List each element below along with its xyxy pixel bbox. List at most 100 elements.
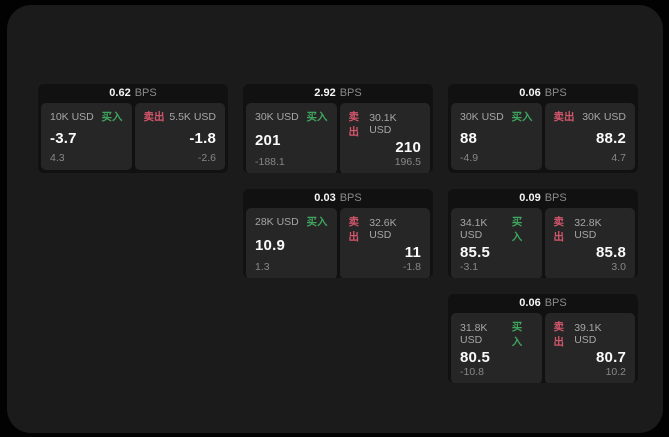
sell-amount: 30K USD [582, 110, 626, 123]
buy-label: 买入 [511, 216, 523, 243]
sell-sub-value: 10.2 [605, 366, 626, 378]
buy-panel-top: 34.1K USD 买入 [460, 214, 533, 244]
buy-sub-value: -4.9 [460, 152, 479, 164]
sell-label: 卖出 [143, 111, 165, 123]
buy-price: 201 [255, 131, 281, 149]
buy-amount: 30K USD [460, 110, 504, 123]
sell-panel-top: 卖出 32.6K USD [349, 214, 422, 244]
sell-panel-top: 卖出 5.5K USD [144, 109, 217, 124]
quote-card: 2.92 BPS 30K USD 买入 201 -188.1 卖出 30.1K … [243, 84, 433, 173]
buy-sub-value: -3.1 [460, 261, 479, 273]
sell-label: 卖出 [348, 111, 360, 138]
buy-price: 80.5 [460, 349, 490, 366]
quote-card: 0.62 BPS 10K USD 买入 -3.7 4.3 卖出 5.5K USD… [38, 84, 228, 173]
bps-value: 0.03 [314, 192, 336, 204]
sell-panel-top: 卖出 39.1K USD [554, 319, 627, 349]
buy-label: 买入 [101, 111, 123, 123]
sell-amount: 39.1K USD [574, 322, 602, 346]
sell-panel-top: 卖出 32.8K USD [554, 214, 627, 244]
card-header: 0.06 BPS [448, 84, 638, 103]
quote-card: 0.03 BPS 28K USD 买入 10.9 1.3 卖出 32.6K US… [243, 189, 433, 278]
bps-value: 0.09 [519, 192, 541, 204]
bps-value: 0.06 [519, 87, 541, 99]
buy-panel[interactable]: 10K USD 买入 -3.7 4.3 [41, 103, 132, 170]
bps-value: 0.62 [109, 87, 131, 99]
card-body: 31.8K USD 买入 80.5 -10.8 卖出 39.1K USD 80.… [448, 313, 638, 383]
bps-value: 2.92 [314, 87, 336, 99]
sell-label: 卖出 [553, 216, 565, 243]
card-header: 0.09 BPS [448, 189, 638, 208]
sell-label: 卖出 [348, 216, 360, 243]
buy-amount: 34.1K USD [460, 217, 488, 241]
buy-panel[interactable]: 30K USD 买入 201 -188.1 [246, 103, 337, 173]
bps-unit-label: BPS [544, 87, 567, 99]
bps-unit-label: BPS [134, 87, 157, 99]
sell-amount: 5.5K USD [169, 110, 216, 123]
buy-sub-value: 4.3 [50, 152, 65, 164]
buy-sub-value: -10.8 [460, 366, 484, 378]
sell-label: 卖出 [553, 111, 575, 123]
buy-panel-top: 28K USD 买入 [255, 214, 328, 229]
card-header: 2.92 BPS [243, 84, 433, 103]
cards-grid: 0.62 BPS 10K USD 买入 -3.7 4.3 卖出 5.5K USD… [38, 84, 638, 383]
sell-panel-top: 卖出 30K USD [554, 109, 627, 124]
sell-price: -1.8 [189, 129, 216, 147]
buy-price: 88 [460, 129, 478, 147]
bps-unit-label: BPS [339, 192, 362, 204]
buy-label: 买入 [511, 321, 523, 348]
sell-amount: 32.8K USD [574, 217, 602, 241]
buy-panel-top: 31.8K USD 买入 [460, 319, 533, 349]
sell-amount: 32.6K USD [369, 217, 397, 241]
buy-amount: 28K USD [255, 215, 299, 228]
buy-panel-top: 10K USD 买入 [50, 109, 123, 124]
buy-amount: 10K USD [50, 110, 94, 123]
buy-price: -3.7 [50, 129, 77, 147]
sell-label: 卖出 [553, 321, 565, 348]
sell-sub-value: -2.6 [197, 152, 216, 164]
buy-amount: 30K USD [255, 110, 299, 123]
buy-panel[interactable]: 30K USD 买入 88 -4.9 [451, 103, 542, 170]
bps-value: 0.06 [519, 297, 541, 309]
bps-unit-label: BPS [544, 297, 567, 309]
sell-panel[interactable]: 卖出 32.8K USD 85.8 3.0 [544, 208, 635, 278]
buy-amount: 31.8K USD [460, 322, 488, 346]
sell-panel[interactable]: 卖出 30.1K USD 210 196.5 [339, 103, 430, 173]
buy-sub-value: 1.3 [255, 261, 270, 273]
buy-panel[interactable]: 28K USD 买入 10.9 1.3 [246, 208, 337, 278]
card-body: 30K USD 买入 201 -188.1 卖出 30.1K USD 210 1… [243, 103, 433, 173]
card-body: 28K USD 买入 10.9 1.3 卖出 32.6K USD 11 -1.8 [243, 208, 433, 278]
sell-sub-value: 4.7 [611, 152, 626, 164]
sell-sub-value: 3.0 [611, 261, 626, 273]
card-header: 0.62 BPS [38, 84, 228, 103]
card-body: 10K USD 买入 -3.7 4.3 卖出 5.5K USD -1.8 -2.… [38, 103, 228, 173]
quote-card: 0.06 BPS 31.8K USD 买入 80.5 -10.8 卖出 39.1… [448, 294, 638, 383]
sell-price: 85.8 [596, 244, 626, 261]
sell-panel[interactable]: 卖出 32.6K USD 11 -1.8 [339, 208, 430, 278]
card-body: 30K USD 买入 88 -4.9 卖出 30K USD 88.2 4.7 [448, 103, 638, 173]
bps-unit-label: BPS [544, 192, 567, 204]
buy-label: 买入 [306, 216, 328, 228]
card-header: 0.06 BPS [448, 294, 638, 313]
sell-amount: 30.1K USD [369, 112, 397, 136]
buy-price: 10.9 [255, 236, 285, 254]
sell-sub-value: -1.8 [402, 261, 421, 273]
sell-panel[interactable]: 卖出 30K USD 88.2 4.7 [544, 103, 635, 170]
quote-card: 0.06 BPS 30K USD 买入 88 -4.9 卖出 30K USD 8… [448, 84, 638, 173]
buy-panel[interactable]: 31.8K USD 买入 80.5 -10.8 [451, 313, 542, 383]
card-header: 0.03 BPS [243, 189, 433, 208]
quotes-panel: 0.62 BPS 10K USD 买入 -3.7 4.3 卖出 5.5K USD… [7, 5, 663, 433]
quote-card: 0.09 BPS 34.1K USD 买入 85.5 -3.1 卖出 32.8K… [448, 189, 638, 278]
sell-panel[interactable]: 卖出 5.5K USD -1.8 -2.6 [134, 103, 225, 170]
buy-label: 买入 [306, 111, 328, 123]
buy-price: 85.5 [460, 244, 490, 261]
buy-sub-value: -188.1 [255, 156, 285, 168]
sell-price: 80.7 [596, 349, 626, 366]
sell-price: 210 [395, 139, 421, 156]
buy-panel-top: 30K USD 买入 [460, 109, 533, 124]
buy-label: 买入 [511, 111, 533, 123]
sell-panel[interactable]: 卖出 39.1K USD 80.7 10.2 [544, 313, 635, 383]
card-body: 34.1K USD 买入 85.5 -3.1 卖出 32.8K USD 85.8… [448, 208, 638, 278]
buy-panel-top: 30K USD 买入 [255, 109, 328, 124]
buy-panel[interactable]: 34.1K USD 买入 85.5 -3.1 [451, 208, 542, 278]
